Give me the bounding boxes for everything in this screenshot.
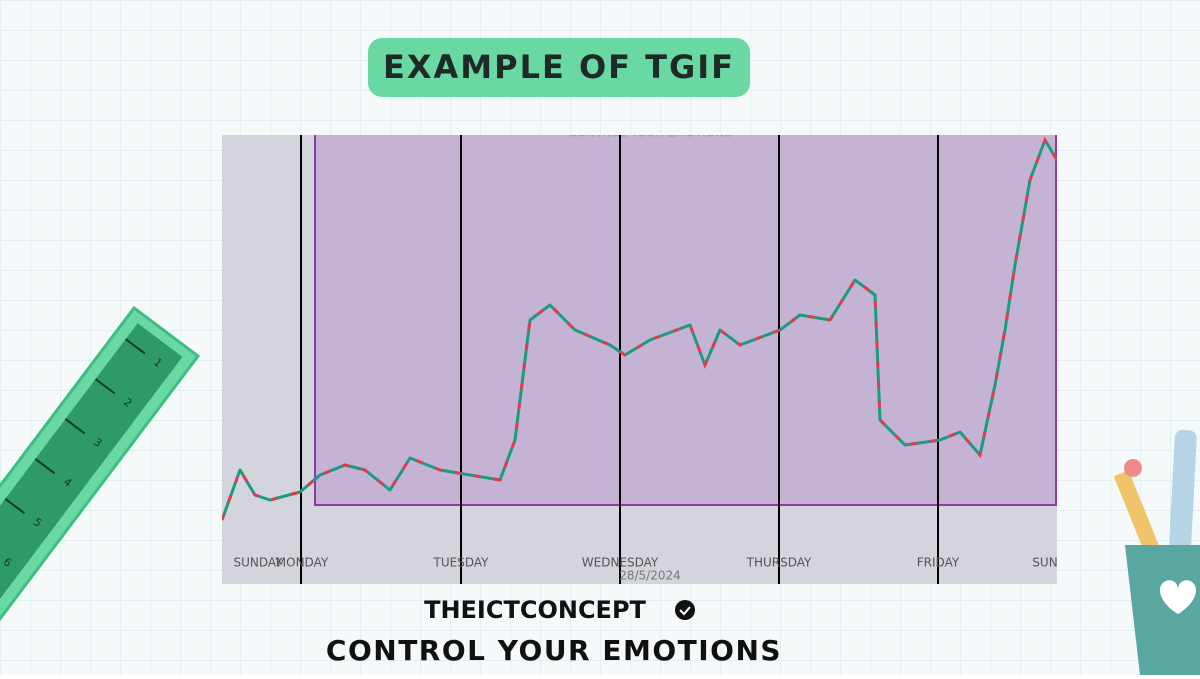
day-separators	[300, 135, 939, 584]
ruler-tick	[34, 458, 56, 475]
title: EXAMPLE OF TGIF	[383, 48, 735, 86]
day-label: SUNDAY	[233, 556, 283, 570]
day-label: THURSDAY	[746, 556, 812, 570]
chart-date: 28/5/2024	[619, 569, 681, 583]
ruler-tick	[125, 338, 146, 355]
chart-caption: CONTROL YOUR EMOTIONS	[568, 126, 732, 140]
ruler-tick	[94, 378, 116, 395]
ruler-tick	[64, 418, 86, 435]
pencil-cup	[1113, 429, 1200, 675]
day-label: MONDAY	[276, 556, 329, 570]
ruler-tick	[4, 498, 26, 515]
verified-check	[679, 606, 691, 616]
verified-badge	[675, 600, 695, 620]
title-pill	[368, 38, 750, 97]
price-path	[222, 138, 1057, 521]
highlight-box	[314, 135, 1057, 506]
day-label: TUESDAY	[433, 556, 490, 570]
ruler-face	[0, 323, 183, 613]
day-label: WEDNESDAY	[582, 556, 659, 570]
day-label: FRIDAY	[917, 556, 960, 570]
day-label: SUN	[1032, 556, 1057, 570]
brand: THEICTCONCEPT	[424, 596, 646, 624]
slogan: CONTROL YOUR EMOTIONS	[326, 634, 782, 667]
